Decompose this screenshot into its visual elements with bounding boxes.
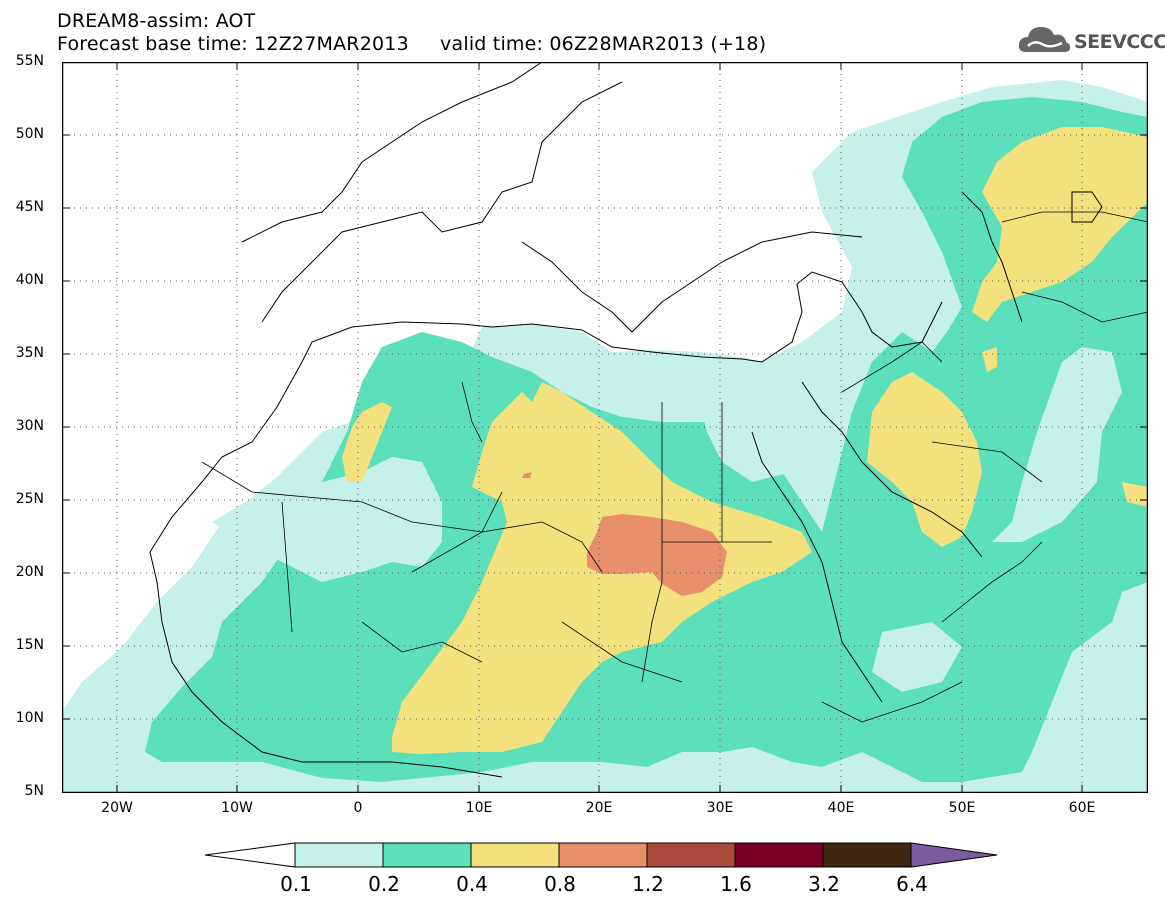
aot-contour-0.4-morocco [342,402,392,482]
colorbar-bin-0.2 [382,842,472,868]
graticule [62,62,1148,793]
lat-label-25n: 25N [15,491,44,507]
lon-label-40e: 40E [827,800,855,816]
map-title: DREAM8-assim: AOT [57,10,256,32]
lon-label-60e: 60E [1068,800,1096,816]
lat-label-5n: 5N [24,783,44,799]
aot-map [61,61,1149,794]
map-border [61,61,1149,794]
aot-contour-0.4-oman [1122,482,1148,507]
aot-contour-0.2 [145,97,1148,782]
lon-label-30e: 30E [706,800,734,816]
seevccc-logo: SEEVCCC [1018,22,1165,58]
lat-label-50n: 50N [15,126,44,142]
country-borders [201,211,1149,723]
lon-label-20e: 20E [585,800,613,816]
logo-text: SEEVCCC [1074,31,1165,53]
lat-label-40n: 40N [15,272,44,288]
colorbar-label-0.2: 0.2 [368,872,400,896]
colorbar-bin-0.8 [558,842,648,868]
lon-label-50e: 50E [948,800,976,816]
lat-label-10n: 10N [15,710,44,726]
colorbar-label-1.2: 1.2 [632,872,664,896]
aot-contour-0.8 [587,514,727,596]
aot-contour-0.1-arabia [992,347,1122,542]
lon-label-0: 0 [353,800,363,816]
lat-label-45n: 45N [15,199,44,215]
colorbar [205,842,998,868]
colorbar-label-0.1: 0.1 [280,872,312,896]
lat-label-30n: 30N [15,418,44,434]
lat-label-55n: 55N [15,53,44,69]
lon-label-10e: 10E [465,800,493,816]
colorbar-bin-1.2 [646,842,736,868]
cloud-icon [1018,27,1071,52]
colorbar-bin-0.4 [470,842,560,868]
aot-contour-0.1-east-africa [872,622,962,692]
aot-contour-0.4-kazakhstan [972,127,1148,322]
map-panel [61,61,1149,794]
aot-contour-0.4-south-caspian [982,347,997,372]
aot-contour-0.8-small [522,472,532,478]
colorbar-label-0.4: 0.4 [456,872,488,896]
colorbar-label-6.4: 6.4 [896,872,928,896]
lat-label-20n: 20N [15,564,44,580]
colorbar-bin-0.1 [294,842,384,868]
colorbar-under-arrow [205,842,296,868]
forecast-time-subtitle: Forecast base time: 12Z27MAR2013 valid t… [57,33,767,55]
colorbar-label-0.8: 0.8 [544,872,576,896]
colorbar-over-arrow [910,842,998,868]
lon-label-10w: 10W [221,800,253,816]
aot-contour-0.1-nile [702,402,802,482]
lat-label-15n: 15N [15,637,44,653]
colorbar-label-3.2: 3.2 [808,872,840,896]
colorbar-label-1.6: 1.6 [720,872,752,896]
coastlines [149,61,1103,778]
aot-contour-0.1-west-sahara [212,457,442,582]
axis-ticks [62,61,1148,793]
aot-contour-0.4-iraq [867,372,982,547]
colorbar-bin-1.6 [734,842,824,868]
lat-label-35n: 35N [15,345,44,361]
lon-label-20w: 20W [101,800,133,816]
colorbar-bin-3.2 [822,842,912,868]
